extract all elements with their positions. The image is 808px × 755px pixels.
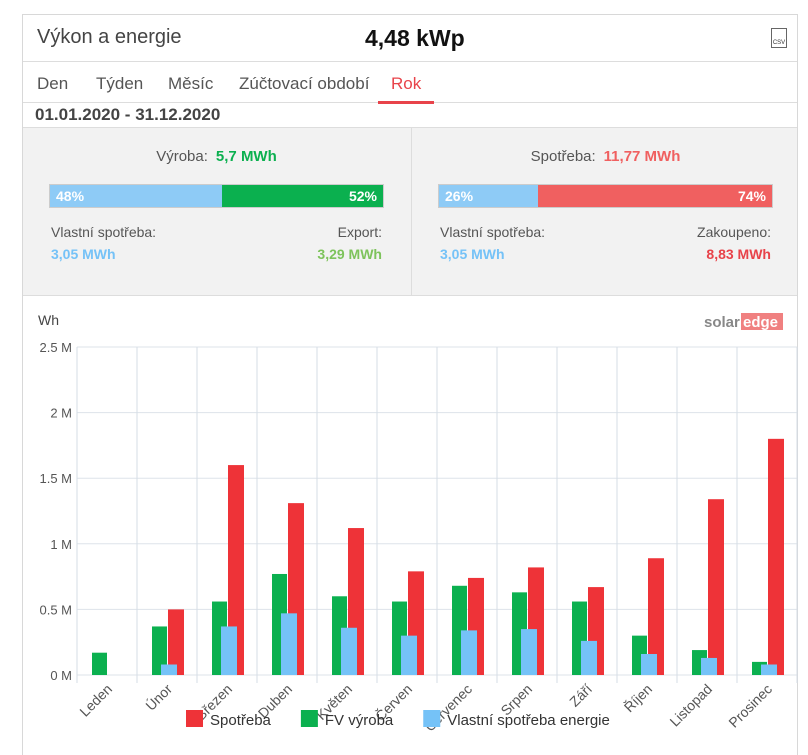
y-axis-label: Wh bbox=[38, 312, 59, 328]
legend-label: FV výroba bbox=[325, 712, 394, 729]
consumption-summary: Spotřeba: 11,77 MWh 26% 74% Vlastní spotř… bbox=[411, 128, 799, 295]
bar-vlastní-spotřeba-energie bbox=[701, 657, 717, 675]
bar-fv-výroba bbox=[152, 626, 167, 675]
x-tick-label: Listopad bbox=[666, 681, 715, 730]
self-consumption-label: Vlastní spotřeba: bbox=[51, 224, 157, 240]
legend-label: Vlastní spotřeba energie bbox=[447, 712, 610, 729]
production-label: Výroba: bbox=[156, 148, 208, 165]
y-tick-label: 1 M bbox=[50, 537, 72, 552]
x-tick-label: Září bbox=[566, 681, 595, 710]
bar-vlastní-spotřeba-energie bbox=[281, 613, 297, 675]
self-consumption-value: 3,05 MWh bbox=[440, 246, 505, 262]
bar-spotřeba bbox=[768, 438, 784, 675]
bar-vlastní-spotřeba-energie bbox=[581, 640, 597, 675]
svg-text:edge: edge bbox=[743, 314, 778, 331]
y-tick-label: 2 M bbox=[50, 406, 72, 421]
export-share: 52% bbox=[221, 185, 383, 207]
bar-vlastní-spotřeba-energie bbox=[761, 664, 777, 675]
import-share: 74% bbox=[537, 185, 772, 207]
legend-swatch bbox=[300, 710, 318, 727]
bar-vlastní-spotřeba-energie bbox=[401, 635, 417, 675]
self-consumption-value: 3,05 MWh bbox=[51, 246, 116, 262]
production-summary: Výroba: 5,7 MWh 48% 52% Vlastní spotřeba:… bbox=[23, 128, 410, 295]
legend-label: Spotřeba bbox=[210, 712, 272, 729]
bar-vlastní-spotřeba-energie bbox=[161, 664, 177, 675]
y-tick-label: 0 M bbox=[50, 668, 72, 683]
peak-power: 4,48 kWp bbox=[365, 25, 465, 51]
bar-fv-výroba bbox=[92, 652, 107, 675]
bar-spotřeba bbox=[168, 609, 184, 675]
consumption-bar: 26% 74% bbox=[438, 184, 773, 208]
bar-vlastní-spotřeba-energie bbox=[641, 654, 657, 675]
production-value: 5,7 MWh bbox=[215, 148, 277, 165]
x-tick-label: Leden bbox=[76, 681, 115, 720]
solaredge-logo: solar edge bbox=[704, 313, 783, 331]
consumption-value: 11,77 MWh bbox=[603, 148, 681, 165]
self-consumption-share: 26% bbox=[439, 185, 538, 207]
panel-header: Výkon a energie 4,48 kWp CSV bbox=[23, 15, 797, 62]
date-range: 01.01.2020 - 31.12.2020 bbox=[35, 105, 221, 124]
csv-file-icon[interactable]: CSV bbox=[771, 28, 787, 48]
summary-stats: Výroba: 5,7 MWh 48% 52% Vlastní spotřeba:… bbox=[23, 127, 797, 296]
svg-text:solar: solar bbox=[704, 314, 740, 331]
x-tick-label: Říjen bbox=[621, 681, 655, 715]
y-tick-label: 1.5 M bbox=[39, 471, 72, 486]
bar-spotřeba bbox=[648, 558, 664, 675]
self-consumption-share: 48% bbox=[50, 185, 222, 207]
period-tabs: Den Týden Měsíc Zúčtovací období Rok bbox=[23, 62, 797, 104]
bar-spotřeba bbox=[708, 499, 724, 675]
bar-spotřeba bbox=[228, 465, 244, 675]
tab-billing-period[interactable]: Zúčtovací období bbox=[239, 74, 370, 93]
export-value: 3,29 MWh bbox=[317, 246, 382, 262]
production-bar: 48% 52% bbox=[49, 184, 384, 208]
export-label: Export: bbox=[337, 224, 382, 240]
tab-year[interactable]: Rok bbox=[377, 74, 435, 104]
import-value: 8,83 MWh bbox=[706, 246, 771, 262]
legend-swatch bbox=[186, 710, 203, 727]
tab-week[interactable]: Týden bbox=[96, 74, 144, 93]
panel-title: Výkon a energie bbox=[37, 26, 182, 48]
x-tick-label: Prosinec bbox=[725, 681, 775, 731]
bar-vlastní-spotřeba-energie bbox=[341, 627, 357, 675]
import-label: Zakoupeno: bbox=[697, 224, 771, 240]
bar-vlastní-spotřeba-energie bbox=[461, 630, 477, 675]
tab-month[interactable]: Měsíc bbox=[168, 74, 214, 93]
y-tick-label: 2.5 M bbox=[39, 340, 72, 355]
energy-panel: Výkon a energie 4,48 kWp CSV Den Týden M… bbox=[22, 14, 798, 755]
consumption-label: Spotřeba: bbox=[530, 148, 596, 165]
bar-vlastní-spotřeba-energie bbox=[221, 626, 237, 675]
self-consumption-label: Vlastní spotřeba: bbox=[440, 224, 546, 240]
bar-vlastní-spotřeba-energie bbox=[521, 629, 537, 675]
tab-day[interactable]: Den bbox=[37, 74, 69, 93]
x-tick-label: Únor bbox=[142, 681, 175, 714]
legend-swatch bbox=[423, 710, 441, 727]
y-tick-label: 0.5 M bbox=[39, 602, 72, 617]
